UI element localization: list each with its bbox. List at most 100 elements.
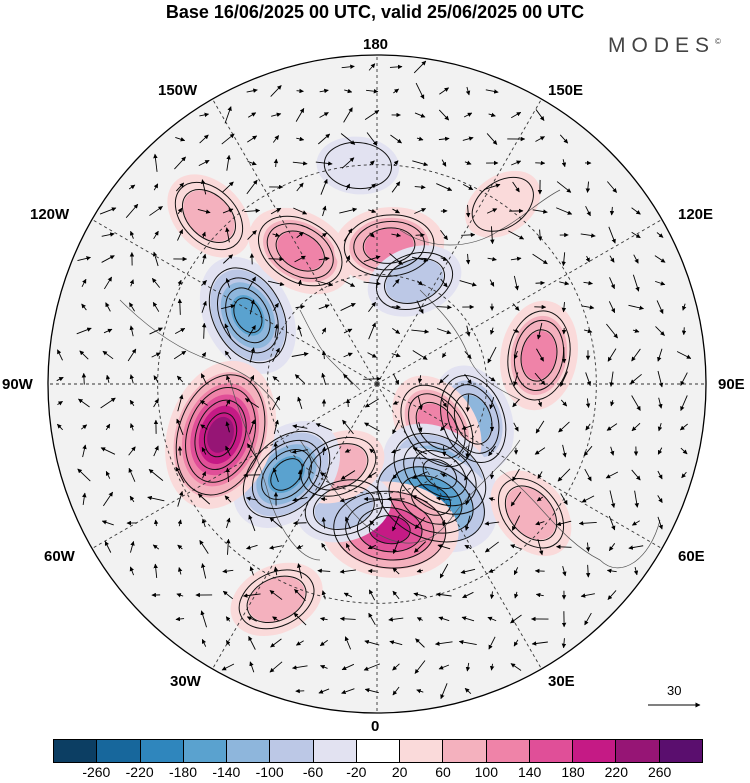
wind-vector — [364, 398, 379, 408]
colorbar-tick-label: 180 — [561, 764, 585, 780]
contour-10-3 — [411, 484, 452, 516]
wind-vector — [488, 112, 496, 118]
wind-vector — [153, 183, 159, 191]
wind-vector — [392, 540, 399, 555]
wind-vector — [321, 327, 327, 335]
wind-vector — [580, 233, 596, 238]
wind-vector — [292, 497, 308, 502]
wind-vector — [249, 661, 255, 673]
wind-vector — [105, 302, 111, 312]
wind-vector — [438, 136, 450, 142]
wind-vector — [485, 89, 499, 94]
wind-vector — [436, 304, 452, 310]
wind-vector — [225, 467, 230, 483]
wind-vector — [464, 351, 472, 360]
wind-vector — [489, 423, 495, 432]
wind-vector — [536, 322, 543, 340]
wind-vector — [177, 279, 182, 286]
wind-vector — [297, 279, 303, 287]
colorbar-swatch — [615, 740, 659, 762]
wind-vector — [514, 591, 519, 599]
wind-vector — [105, 374, 111, 383]
wind-vector — [56, 376, 64, 382]
wind-vector — [176, 418, 184, 436]
wind-vector — [438, 664, 450, 670]
lon-label-120e: 120E — [678, 206, 714, 223]
wind-vector — [582, 305, 595, 310]
wind-vector — [486, 133, 498, 145]
wind-vector — [583, 445, 593, 457]
wind-vector — [368, 208, 377, 214]
wind-vector — [438, 109, 450, 121]
wind-vector — [459, 280, 477, 287]
contour-15-3 — [203, 412, 238, 458]
contour-13-1 — [308, 443, 369, 491]
wind-vector — [103, 276, 113, 290]
wind-vector — [488, 497, 496, 502]
lat-circle-30 — [157, 164, 597, 604]
wind-vector — [344, 448, 352, 453]
wind-vector — [464, 160, 472, 165]
wind-vector — [534, 372, 546, 386]
wind-vector — [129, 399, 135, 407]
wind-vector — [535, 521, 545, 526]
wind-vector — [147, 495, 165, 502]
wind-vector — [415, 638, 425, 648]
lon-label-90w: 90W — [2, 376, 33, 393]
wind-vector — [247, 135, 258, 143]
wind-vector — [656, 232, 664, 238]
wind-vector — [489, 279, 495, 287]
lon-label-150w: 150W — [158, 82, 198, 99]
contour-5-0 — [471, 176, 534, 232]
wind-vector — [319, 639, 328, 647]
wind-vector — [345, 543, 351, 551]
wind-vector — [562, 566, 567, 577]
wind-vector — [415, 232, 425, 238]
contour-12-0 — [304, 479, 383, 536]
wind-vector — [201, 471, 206, 479]
wind-vector — [414, 112, 426, 118]
wind-vector — [200, 610, 207, 628]
wind-vector — [318, 256, 330, 262]
wind-vector — [129, 495, 135, 503]
wind-vector — [583, 280, 593, 286]
wind-vector — [177, 229, 183, 241]
wind-vector — [320, 665, 328, 670]
wind-vector — [512, 181, 520, 193]
wind-vector — [585, 255, 590, 263]
wind-vector — [439, 87, 450, 95]
wind-vector — [363, 663, 381, 671]
wind-vector — [368, 322, 376, 340]
wind-vector — [411, 256, 429, 263]
wind-vector — [417, 280, 424, 286]
wind-vector — [129, 279, 134, 287]
wind-vector — [680, 447, 688, 455]
wind-vector — [102, 491, 114, 507]
wind-vector — [392, 470, 400, 480]
contour-1-2 — [275, 230, 325, 272]
wind-vector — [200, 424, 208, 430]
wind-vector — [246, 616, 257, 622]
wind-vector — [438, 616, 450, 622]
contour-9-1 — [403, 441, 477, 507]
wind-vector — [271, 112, 282, 117]
wind-vector — [681, 471, 687, 479]
wind-vector — [556, 207, 573, 215]
wind-vector — [631, 395, 641, 411]
wind-vector — [393, 88, 399, 94]
wind-vector — [411, 329, 430, 334]
wind-vector — [436, 496, 452, 501]
wind-vector — [321, 446, 327, 456]
contour-8-1 — [408, 393, 466, 459]
wind-vector — [389, 640, 403, 646]
wind-vector — [391, 181, 401, 193]
wind-vector — [535, 136, 545, 142]
wind-vector — [199, 134, 209, 144]
contour-6-0 — [507, 310, 571, 401]
wind-vector — [413, 592, 427, 597]
colorbar-tick-label: 260 — [647, 764, 672, 780]
meridian-150 — [376, 98, 542, 385]
wind-vector — [606, 181, 618, 193]
wind-vector — [225, 399, 231, 407]
wind-vector — [416, 617, 423, 622]
